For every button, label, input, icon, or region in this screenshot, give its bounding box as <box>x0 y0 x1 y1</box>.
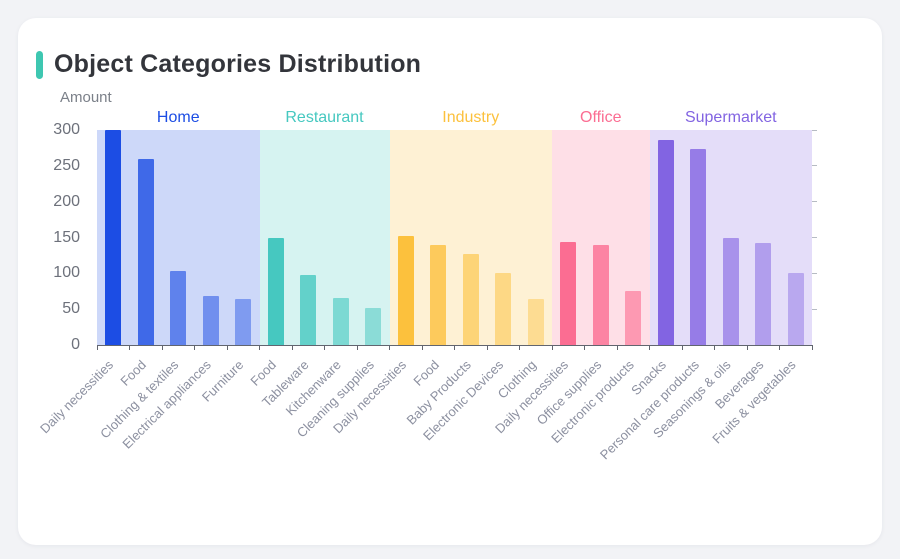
x-axis-tick <box>551 345 553 350</box>
bar-slot: Snacks <box>628 130 683 398</box>
x-axis-tick <box>486 345 488 350</box>
bar[interactable] <box>300 275 317 345</box>
group-label: Home <box>156 109 200 126</box>
group-band-supermarket: Supermarket Snacks Personal care products S… <box>596 109 813 462</box>
x-axis-tick <box>519 345 520 350</box>
bar[interactable] <box>592 245 609 345</box>
bar[interactable] <box>722 238 739 345</box>
bar-slot: Electronic products <box>548 130 650 446</box>
group-label: Restaurant <box>285 109 364 126</box>
x-axis-tick <box>129 345 130 350</box>
right-axis-tick <box>812 165 817 167</box>
right-axis-tick <box>812 272 817 274</box>
bar-slot: Cleaning supplies <box>293 130 390 440</box>
bar-slot: Furniture <box>199 130 260 405</box>
chart-card: Object Categories Distribution Amount Ho… <box>18 18 882 545</box>
x-axis-tick <box>421 345 423 350</box>
x-axis-tick <box>324 345 325 350</box>
y-axis-tick-label: 300 <box>53 121 80 138</box>
bar-slot: Tableware <box>259 130 325 410</box>
bar-slot: Food <box>410 130 455 389</box>
bar-slot: Food <box>117 130 163 389</box>
bar[interactable] <box>202 296 219 345</box>
x-axis-tick <box>616 345 618 350</box>
bar[interactable] <box>755 243 772 345</box>
group-band-industry: Industry Daily necessities Food Baby Produc… <box>330 109 553 443</box>
group-label: Office <box>580 109 622 126</box>
bar-slot: Fruits & vegetables <box>710 130 813 446</box>
group-band-office: Office Daily necessities Office supplies El… <box>492 109 650 446</box>
bar[interactable] <box>267 237 284 345</box>
x-axis-tick <box>811 345 813 350</box>
x-axis-tick <box>454 345 455 350</box>
bar[interactable] <box>430 244 447 345</box>
x-axis-tick <box>226 345 228 350</box>
group-band-restaurant: Restaurant Food Tableware Kitchenware Cleani… <box>247 109 390 440</box>
bar-slot: Office supplies <box>533 130 618 428</box>
chart-header: Object Categories Distribution <box>36 50 421 79</box>
bar[interactable] <box>462 253 479 345</box>
bar-slot: Personal care products <box>596 130 715 462</box>
right-axis-tick <box>812 237 817 238</box>
bar[interactable] <box>105 130 122 345</box>
right-axis-tick <box>812 129 817 131</box>
group-band-home: Home Daily necessities Food Clothing & text… <box>37 109 260 452</box>
y-axis-tick-label: 50 <box>62 300 80 318</box>
chart-title: Object Categories Distribution <box>54 50 422 78</box>
bar-slot: Electronic Devices <box>420 130 520 443</box>
x-axis-tick <box>584 345 585 350</box>
bar-slot: Food <box>247 130 293 389</box>
bar[interactable] <box>495 273 512 345</box>
bar-slot: Daily necessities <box>330 130 423 436</box>
bar[interactable] <box>170 271 187 345</box>
x-axis-tick <box>681 345 683 350</box>
x-axis-tick <box>649 345 650 350</box>
bar-slot: Daily necessities <box>37 130 130 436</box>
x-axis-tick <box>161 345 163 350</box>
bar[interactable] <box>657 140 674 345</box>
x-axis-tick <box>714 345 715 350</box>
bar-slot: Kitchenware <box>283 130 358 418</box>
x-axis-tick <box>291 345 293 350</box>
y-axis-name: Amount <box>60 89 112 106</box>
bar[interactable] <box>365 307 382 345</box>
bar[interactable] <box>332 298 349 345</box>
bar[interactable] <box>690 149 707 345</box>
bar[interactable] <box>235 299 252 345</box>
x-axis-tick <box>96 345 98 350</box>
x-axis-tick <box>259 345 260 350</box>
plot-area: Home Daily necessities Food Clothing & text… <box>37 109 817 462</box>
bar-slot: Beverages <box>712 130 780 412</box>
bar-slot: Clothing <box>495 130 553 402</box>
group-label: Industry <box>442 109 500 126</box>
bar[interactable] <box>787 272 804 345</box>
x-axis-tick <box>356 345 358 350</box>
y-axis-tick-label: 100 <box>53 264 80 282</box>
bar[interactable] <box>527 299 544 345</box>
bar-slot: Clothing & textiles <box>97 130 195 441</box>
right-axis-tick <box>812 308 817 310</box>
bar[interactable] <box>137 158 154 345</box>
title-accent-bar <box>36 50 43 79</box>
y-axis-tick-label: 200 <box>53 192 80 210</box>
y-axis-tick-label: 150 <box>53 228 80 246</box>
bar-slot: Daily necessities <box>492 130 585 436</box>
x-axis-tick <box>746 345 748 350</box>
group-bands: Home Daily necessities Food Clothing & text… <box>37 109 813 462</box>
y-axis-tick-label: 250 <box>53 156 80 174</box>
bar-slot: Electrical appliances <box>120 130 228 452</box>
bar[interactable] <box>560 241 577 345</box>
x-axis-tick <box>389 345 390 350</box>
bar-slot: Seasonings & oils <box>650 130 748 441</box>
y-axis-tick-label: 0 <box>71 336 80 353</box>
x-axis-tick <box>194 345 195 350</box>
x-axis-tick <box>779 345 780 350</box>
right-axis-tick <box>812 201 817 203</box>
bar-slot: Baby Products <box>404 130 488 428</box>
bar[interactable] <box>397 236 414 345</box>
group-label: Supermarket <box>684 109 777 126</box>
bar[interactable] <box>625 291 642 345</box>
